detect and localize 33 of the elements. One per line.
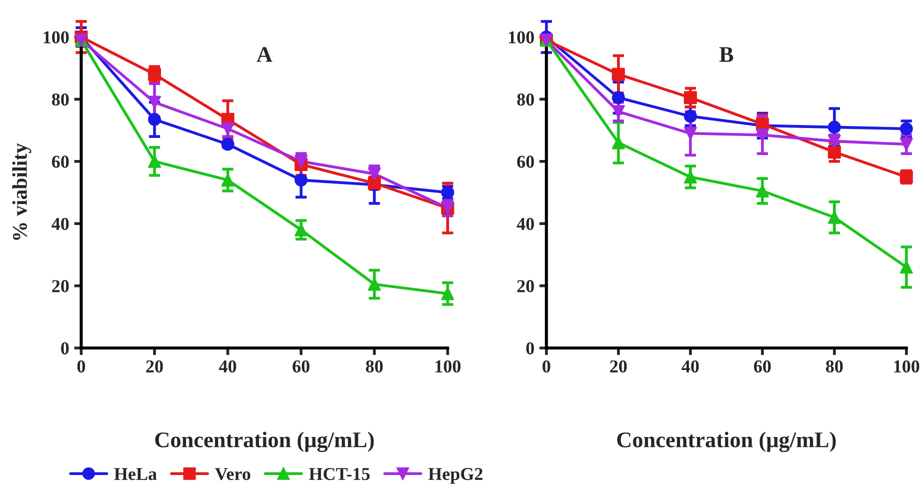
x-tick-label: 20: [610, 360, 627, 373]
legend-label: HepG2: [428, 468, 482, 484]
y-tick-label: 0: [526, 342, 534, 354]
x-axis-title: Concentration (μg/mL): [617, 432, 836, 452]
y-tick-label: 40: [516, 218, 534, 230]
y-tick-label: 40: [52, 218, 69, 230]
y-axis-title: % viability: [12, 143, 32, 240]
x-tick-label: 0: [77, 360, 86, 373]
legend-label: HeLa: [114, 468, 157, 480]
x-tick-label: 20: [146, 360, 163, 373]
y-tick-label: 20: [52, 280, 69, 292]
y-tick-label: 60: [52, 156, 69, 168]
y-tick-label: 100: [508, 31, 534, 44]
y-tick-label: 100: [44, 31, 69, 44]
chart-title: A: [256, 47, 272, 62]
y-tick-label: 80: [52, 93, 69, 106]
y-tick-label: 60: [517, 156, 534, 168]
chart-title: B: [719, 47, 734, 62]
x-tick-label: 60: [292, 360, 310, 373]
y-tick-label: 0: [61, 342, 69, 354]
x-tick-label: 60: [754, 360, 771, 373]
y-tick-label: 20: [517, 280, 534, 292]
x-tick-label: 40: [682, 360, 699, 373]
x-axis-title: Concentration (μg/mL): [155, 432, 374, 452]
x-tick-label: 80: [826, 360, 843, 373]
x-tick-label: 80: [366, 360, 383, 373]
x-tick-label: 40: [219, 360, 236, 373]
legend-label: HCT-15: [309, 468, 370, 480]
x-tick-label: 0: [542, 360, 550, 373]
legend-label: Vero: [215, 468, 250, 480]
x-tick-label: 100: [436, 360, 461, 373]
y-tick-label: 80: [517, 93, 534, 106]
x-tick-label: 100: [894, 360, 920, 373]
